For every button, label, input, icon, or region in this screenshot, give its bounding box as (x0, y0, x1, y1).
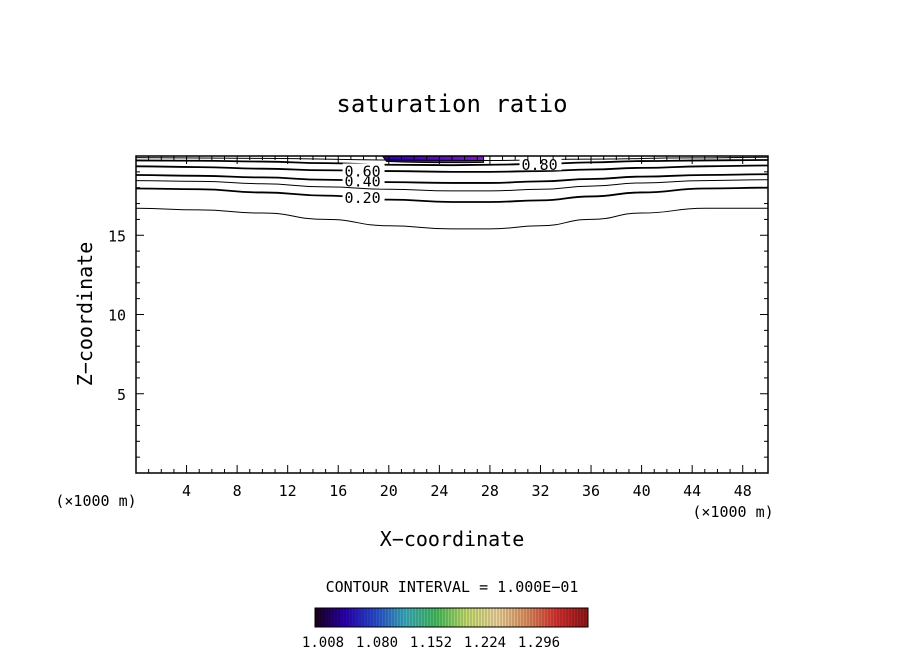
x-tick-label: 40 (633, 482, 651, 500)
colorbar-gradient (315, 608, 588, 627)
contour-lines (136, 156, 768, 230)
y-tick-label: 15 (108, 227, 126, 245)
chart-title: saturation ratio (336, 90, 567, 118)
x-tick-label: 8 (233, 482, 242, 500)
contour-label: 0.20 (345, 189, 381, 207)
contour-label: 0.40 (345, 172, 381, 190)
colorbar (314, 607, 589, 628)
y-tick-label: 10 (108, 307, 126, 325)
contour-line (136, 207, 768, 230)
contour-label: 0.60 (345, 163, 381, 181)
y-axis-ticks: 5 10 15 (108, 171, 768, 458)
x-tick-label: 44 (683, 482, 701, 500)
supersaturation-patch (381, 156, 485, 164)
colorbar-label: 1.296 (518, 635, 560, 651)
contour-label-mask (342, 173, 385, 187)
plot-frame (135, 155, 769, 474)
contour-line (136, 173, 768, 184)
contour-line (136, 186, 768, 203)
x-tick-label: 28 (481, 482, 499, 500)
colorbar-label: 1.080 (356, 635, 398, 651)
x-tick-label: 48 (734, 482, 752, 500)
x-tick-label: 24 (430, 482, 448, 500)
colorbar-labels: 1.008 1.080 1.152 1.224 1.296 (302, 635, 560, 651)
y-tick-label: 5 (117, 386, 126, 404)
y-axis-label: Z−coordinate (73, 242, 97, 387)
x-tick-label: 4 (182, 482, 191, 500)
contour-label: 0.80 (522, 156, 558, 174)
x-axis-ticks: 4 8 12 16 20 24 28 32 36 40 44 48 (148, 156, 756, 500)
contour-label-mask (342, 163, 385, 177)
contour-interval-text: CONTOUR INTERVAL = 1.000E−01 (326, 578, 579, 596)
contour-line (136, 164, 768, 173)
colorbar-frame (314, 607, 589, 628)
contour-label-mask (342, 189, 385, 203)
colorbar-label: 1.224 (464, 635, 506, 651)
x-tick-label: 36 (582, 482, 600, 500)
x-tick-label: 20 (380, 482, 398, 500)
colorbar-label: 1.152 (410, 635, 452, 651)
colorbar-label: 1.008 (302, 635, 344, 651)
x-unit-left: (×1000 m) (55, 492, 136, 510)
contour-line (136, 159, 768, 167)
contour-line (136, 179, 768, 192)
x-tick-label: 32 (531, 482, 549, 500)
x-unit-right: (×1000 m) (692, 503, 773, 521)
x-tick-label: 12 (279, 482, 297, 500)
x-axis-label: X−coordinate (380, 527, 525, 551)
contour-labels: 0.200.400.60 0.80 (342, 156, 562, 207)
x-tick-label: 16 (329, 482, 347, 500)
